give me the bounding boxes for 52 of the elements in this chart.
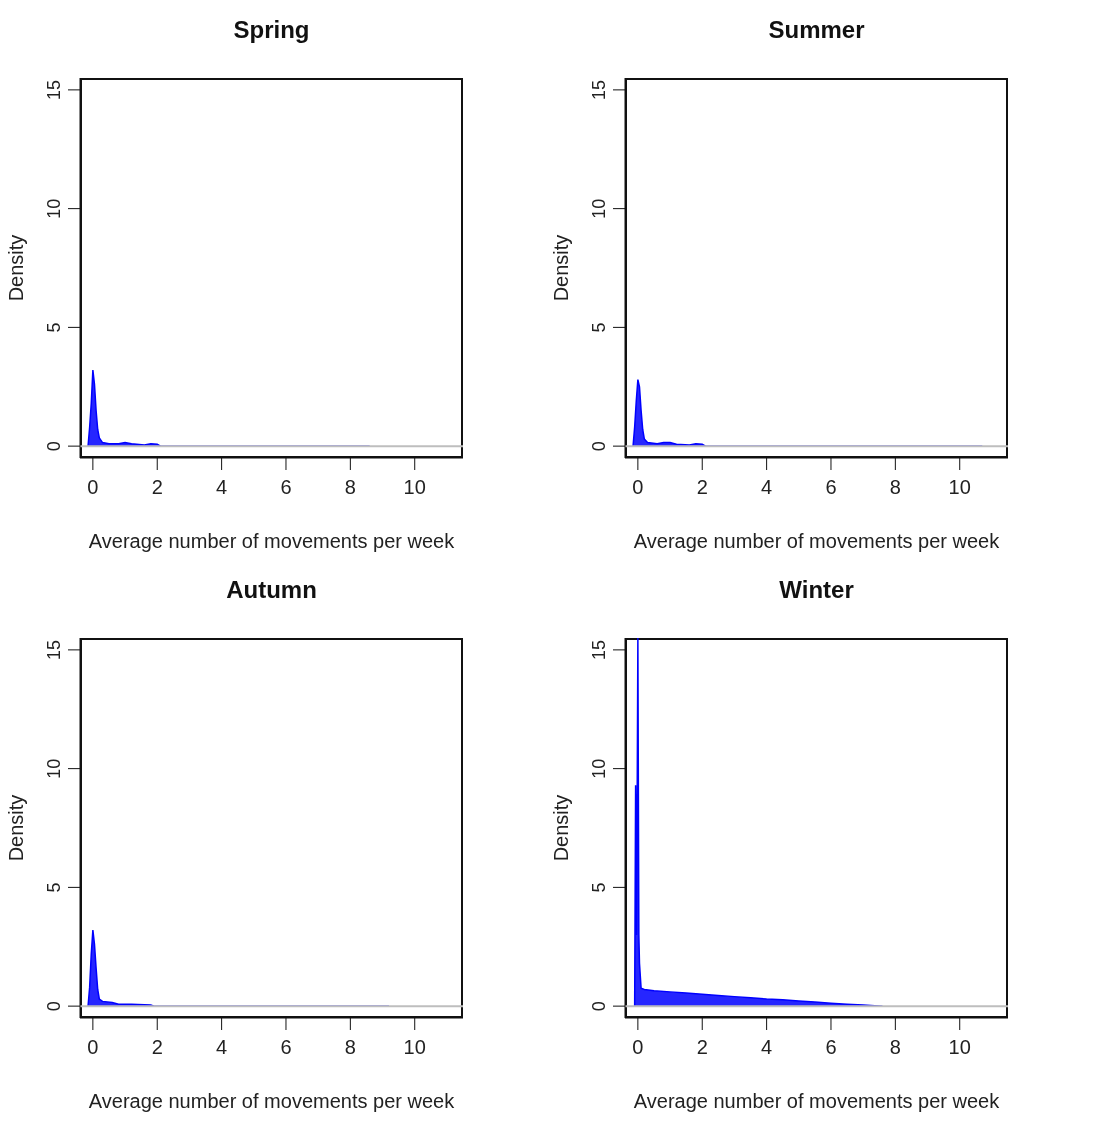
y-tick-label: 15 (589, 79, 609, 100)
x-axis-title: Average number of movements per week (633, 530, 1001, 552)
y-tick-label: 0 (589, 1001, 609, 1012)
x-tick-label: 0 (87, 476, 99, 499)
x-tick-label: 10 (403, 476, 426, 499)
x-tick-label: 8 (889, 1036, 901, 1059)
y-tick-label: 10 (44, 758, 64, 779)
y-tick-label: 5 (44, 322, 64, 333)
x-tick-label: 8 (344, 476, 356, 499)
y-tick-label: 15 (44, 639, 64, 660)
x-tick-label: 8 (344, 1036, 356, 1059)
chart-title: Summer (767, 16, 866, 44)
x-tick-label: 6 (280, 1036, 292, 1059)
y-tick-label: 15 (44, 79, 64, 100)
x-tick-label: 10 (948, 476, 971, 499)
x-tick-label: 2 (696, 476, 708, 499)
y-tick-label: 0 (44, 1001, 64, 1012)
x-axis-title: Average number of movements per week (633, 1090, 1001, 1112)
x-tick-label: 6 (280, 476, 292, 499)
y-tick-label: 0 (44, 441, 64, 452)
x-axis-title: Average number of movements per week (88, 530, 456, 552)
y-tick-label: 5 (44, 882, 64, 893)
x-tick-label: 10 (948, 1036, 971, 1059)
y-tick-label: 15 (589, 639, 609, 660)
x-axis-title: Average number of movements per week (88, 1090, 456, 1112)
chart-title: Autumn (225, 576, 318, 604)
x-tick-label: 4 (761, 1036, 773, 1059)
x-tick-label: 4 (216, 1036, 228, 1059)
x-tick-label: 0 (632, 1036, 644, 1059)
y-axis-title: Density (5, 794, 28, 862)
x-tick-label: 6 (825, 476, 837, 499)
y-axis-title: Density (550, 234, 573, 302)
x-tick-label: 0 (87, 1036, 99, 1059)
x-tick-label: 8 (889, 476, 901, 499)
chart-title: Winter (778, 576, 855, 604)
x-tick-label: 2 (151, 476, 163, 499)
x-tick-label: 2 (696, 1036, 708, 1059)
x-tick-label: 4 (761, 476, 773, 499)
x-tick-label: 10 (403, 1036, 426, 1059)
y-axis-title: Density (550, 794, 573, 862)
y-tick-label: 10 (589, 198, 609, 219)
y-tick-label: 5 (589, 882, 609, 893)
x-tick-label: 6 (825, 1036, 837, 1059)
x-tick-label: 0 (632, 476, 644, 499)
chart-title: Spring (232, 16, 311, 44)
y-axis-title: Density (5, 234, 28, 302)
y-tick-label: 0 (589, 441, 609, 452)
y-tick-label: 10 (44, 198, 64, 219)
y-tick-label: 5 (589, 322, 609, 333)
x-tick-label: 4 (216, 476, 228, 499)
x-tick-label: 2 (151, 1036, 163, 1059)
y-tick-label: 10 (589, 758, 609, 779)
